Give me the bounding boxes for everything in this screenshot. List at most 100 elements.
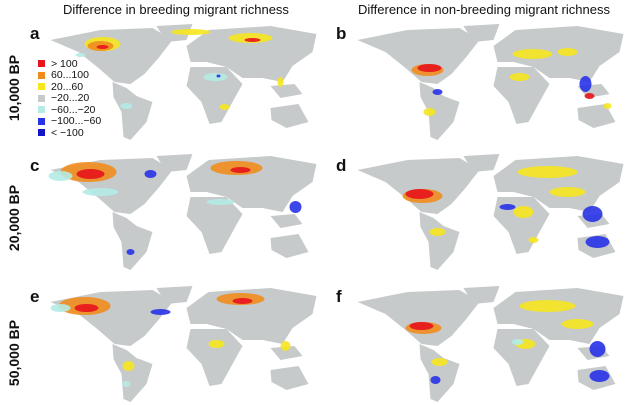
landmass bbox=[493, 329, 550, 386]
richness-patch bbox=[228, 33, 273, 43]
richness-patch bbox=[96, 45, 109, 49]
richness-patch bbox=[589, 341, 606, 357]
landmass bbox=[493, 26, 624, 82]
row-label-20000: 20,000 BP bbox=[6, 184, 22, 252]
legend-swatch bbox=[38, 106, 45, 114]
landmass bbox=[270, 366, 309, 390]
richness-patch bbox=[582, 206, 603, 222]
richness-patch bbox=[431, 358, 448, 366]
landmass bbox=[186, 197, 243, 254]
map-panel-b bbox=[345, 22, 630, 142]
landmass bbox=[270, 104, 309, 128]
map-panel-f bbox=[345, 284, 630, 404]
richness-patch bbox=[511, 339, 524, 345]
landmass bbox=[186, 67, 243, 124]
landmass bbox=[577, 104, 616, 128]
richness-patch bbox=[430, 376, 441, 384]
richness-patch bbox=[512, 49, 553, 59]
landmass bbox=[419, 212, 460, 270]
richness-patch bbox=[585, 236, 610, 248]
richness-patch bbox=[513, 206, 534, 218]
richness-patch bbox=[423, 108, 436, 116]
landmass bbox=[493, 288, 624, 344]
landmass bbox=[419, 82, 460, 140]
richness-patch bbox=[82, 188, 119, 196]
landmass bbox=[357, 28, 480, 84]
richness-patch bbox=[519, 300, 576, 312]
landmass bbox=[463, 154, 500, 172]
legend-item: < −100 bbox=[38, 127, 101, 139]
richness-patch bbox=[589, 370, 610, 382]
richness-patch bbox=[126, 249, 135, 255]
panel-label-f: f bbox=[336, 287, 342, 306]
richness-patch bbox=[405, 189, 434, 199]
richness-patch bbox=[48, 171, 73, 181]
landmass bbox=[419, 344, 460, 402]
richness-patch bbox=[120, 103, 133, 109]
richness-patch bbox=[584, 93, 595, 99]
richness-patch bbox=[289, 201, 302, 213]
richness-patch bbox=[232, 298, 253, 304]
landmass bbox=[270, 84, 303, 98]
panel-label-c: c bbox=[30, 156, 40, 175]
richness-patch bbox=[144, 170, 157, 178]
legend-swatch bbox=[38, 117, 45, 125]
panel-label-a: a bbox=[30, 24, 40, 43]
legend-item: −60...−20 bbox=[38, 104, 101, 116]
legend-label: −20...20 bbox=[51, 92, 90, 105]
map-panel-e bbox=[38, 284, 323, 404]
richness-patch bbox=[74, 304, 99, 312]
richness-patch bbox=[509, 73, 530, 81]
legend-item: 20...60 bbox=[38, 81, 101, 93]
legend-label: > 100 bbox=[51, 57, 78, 70]
richness-patch bbox=[280, 341, 291, 351]
panel-label-b: b bbox=[336, 24, 347, 43]
landmass bbox=[463, 24, 500, 42]
map-panel-a bbox=[38, 22, 323, 142]
landmass bbox=[156, 286, 193, 304]
richness-patch bbox=[219, 104, 230, 110]
legend-swatch bbox=[38, 60, 45, 68]
landmass bbox=[270, 214, 303, 228]
richness-patch bbox=[417, 64, 442, 72]
richness-patch bbox=[429, 228, 446, 236]
legend-item: > 100 bbox=[38, 58, 101, 70]
richness-patch bbox=[557, 48, 578, 56]
legend-swatch bbox=[38, 71, 45, 79]
landmass bbox=[493, 197, 550, 254]
landmass bbox=[270, 346, 303, 360]
map-panel-c bbox=[38, 152, 323, 272]
richness-patch bbox=[277, 77, 284, 87]
richness-patch bbox=[244, 38, 261, 42]
richness-patch bbox=[230, 167, 251, 173]
richness-patch bbox=[50, 304, 71, 312]
richness-patch bbox=[216, 74, 221, 78]
legend-swatch bbox=[38, 129, 45, 137]
row-label-50000: 50,000 BP bbox=[6, 319, 22, 387]
legend-item: −100...−60 bbox=[38, 115, 102, 128]
column-title-breeding: Difference in breeding migrant richness bbox=[63, 2, 289, 17]
legend: > 100 60...100 20...60 −20...20 −60...−2… bbox=[38, 58, 101, 139]
panel-label-e: e bbox=[30, 287, 40, 306]
landmass bbox=[50, 28, 173, 84]
legend-item: −20...20 bbox=[38, 92, 101, 105]
legend-label: −100...−60 bbox=[51, 115, 102, 128]
legend-item: 60...100 bbox=[38, 69, 101, 82]
richness-patch bbox=[432, 89, 443, 95]
landmass bbox=[463, 286, 500, 304]
richness-patch bbox=[409, 322, 434, 330]
legend-label: −60...−20 bbox=[51, 103, 96, 116]
landmass bbox=[50, 290, 173, 346]
richness-patch bbox=[499, 204, 516, 210]
landmass bbox=[357, 158, 480, 214]
landmass bbox=[112, 212, 153, 270]
landmass bbox=[270, 234, 309, 258]
richness-patch bbox=[206, 199, 235, 205]
richness-patch bbox=[208, 340, 225, 348]
legend-swatch bbox=[38, 94, 45, 102]
richness-patch bbox=[517, 166, 578, 178]
richness-patch bbox=[579, 76, 592, 92]
row-label-10000: 10,000 BP bbox=[6, 54, 22, 122]
legend-label: 60...100 bbox=[51, 69, 89, 82]
